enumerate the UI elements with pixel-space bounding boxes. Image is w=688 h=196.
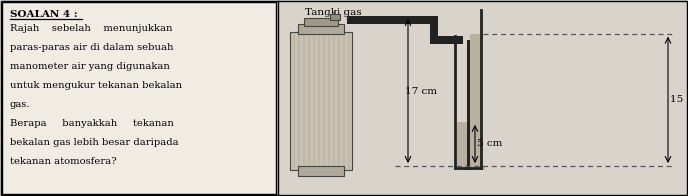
- Bar: [457, 166, 485, 170]
- Text: Berapa     banyakkah     tekanan: Berapa banyakkah tekanan: [10, 119, 174, 128]
- Bar: [298, 24, 344, 34]
- Bar: [304, 18, 338, 26]
- Text: SOALAN 4 :: SOALAN 4 :: [10, 10, 78, 19]
- Text: bekalan gas lebih besar daripada: bekalan gas lebih besar daripada: [10, 138, 179, 147]
- Text: 17 cm: 17 cm: [405, 86, 437, 95]
- Text: 15 cm: 15 cm: [670, 95, 688, 104]
- Bar: [347, 16, 430, 24]
- Bar: [470, 34, 481, 166]
- Bar: [430, 36, 463, 44]
- Text: Rajah    sebelah    menunjukkan: Rajah sebelah menunjukkan: [10, 24, 173, 33]
- Text: 5 cm: 5 cm: [477, 139, 502, 148]
- Text: Tangki gas: Tangki gas: [305, 8, 362, 17]
- Text: gas.: gas.: [10, 100, 30, 109]
- Text: tekanan atomosfera?: tekanan atomosfera?: [10, 157, 117, 166]
- Bar: [457, 122, 468, 166]
- Text: untuk mengukur tekanan bekalan: untuk mengukur tekanan bekalan: [10, 81, 182, 90]
- Bar: [330, 14, 340, 20]
- Bar: [2, 2, 276, 194]
- Bar: [290, 32, 352, 170]
- Text: manometer air yang digunakan: manometer air yang digunakan: [10, 62, 170, 71]
- Bar: [430, 16, 438, 44]
- Bar: [298, 166, 344, 176]
- Text: paras-paras air di dalam sebuah: paras-paras air di dalam sebuah: [10, 43, 173, 52]
